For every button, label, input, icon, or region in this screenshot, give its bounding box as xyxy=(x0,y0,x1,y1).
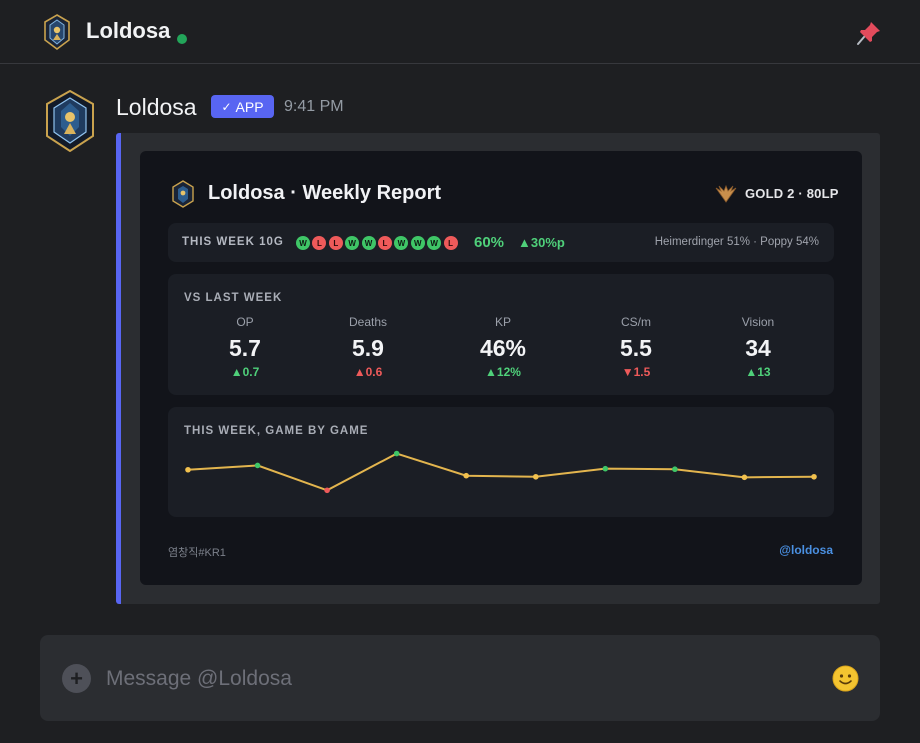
smiley-icon[interactable] xyxy=(832,665,859,692)
game-point-2 xyxy=(254,462,261,469)
handle-link[interactable]: @loldosa xyxy=(779,543,833,557)
online-status-dot xyxy=(177,34,187,44)
this-week-label: THIS WEEK 10G xyxy=(182,236,284,248)
stat-delta: ▲0.6 xyxy=(353,365,383,379)
game-point-10 xyxy=(811,473,817,480)
match-result-4: W xyxy=(345,236,360,250)
app-badge: ✓ APP xyxy=(211,95,274,118)
gold-wings-icon xyxy=(715,184,737,203)
match-result-8: W xyxy=(410,236,425,250)
match-result-6: L xyxy=(377,236,392,250)
match-result-7: W xyxy=(394,236,409,250)
pin-icon[interactable] xyxy=(856,20,882,46)
game-by-game-chart xyxy=(185,450,817,494)
stat-label: KP xyxy=(494,315,511,329)
match-result-3: L xyxy=(328,236,343,250)
game-point-4 xyxy=(393,450,400,457)
winrate-delta: ▲30%p xyxy=(518,235,565,250)
mage-emblem-icon[interactable] xyxy=(42,14,72,50)
game-point-9 xyxy=(741,474,748,481)
vs-last-week-panel xyxy=(168,274,834,395)
top-champions: Heimerdinger 51% · Poppy 54% xyxy=(654,236,819,248)
message-input[interactable] xyxy=(106,664,806,694)
mage-emblem-icon xyxy=(172,180,194,208)
match-result-10: L xyxy=(443,236,458,250)
stat-delta: ▼1.5 xyxy=(621,365,651,379)
stat-delta: ▲12% xyxy=(485,365,521,379)
stat-label: CS/m xyxy=(621,315,651,329)
this-week-summary xyxy=(168,223,834,262)
match-result-9: W xyxy=(427,236,442,250)
message-timestamp: 9:41 PM xyxy=(284,98,344,115)
stat-value: 5.9 xyxy=(352,335,384,361)
game-point-6 xyxy=(532,473,539,480)
plus-icon[interactable]: + xyxy=(62,664,91,693)
stat-deaths: Deaths 5.9 ▲0.6 xyxy=(308,315,428,379)
stat-value: 34 xyxy=(745,335,771,361)
channel-header: Loldosa xyxy=(0,0,920,64)
checkmark-icon: ✓ xyxy=(221,99,232,114)
match-result-5: W xyxy=(361,236,376,250)
game-point-1 xyxy=(185,466,191,473)
game-by-game-label: THIS WEEK, GAME BY GAME xyxy=(184,425,369,437)
game-series-line xyxy=(187,452,815,492)
stat-label: OP xyxy=(236,315,254,329)
author-avatar[interactable] xyxy=(44,90,96,152)
match-result-2: L xyxy=(312,236,327,250)
match-result-1: W xyxy=(296,236,310,250)
stat-delta: ▲13 xyxy=(745,365,771,379)
rank-label: GOLD 2 · 80LP xyxy=(745,186,839,201)
stat-label: Deaths xyxy=(348,315,388,329)
stat-value: 5.7 xyxy=(229,335,261,361)
message-author[interactable]: Loldosa xyxy=(116,94,197,120)
game-by-game-panel xyxy=(168,407,834,517)
stat-vision: Vision 34 ▲13 xyxy=(698,315,818,379)
stat-value: 5.5 xyxy=(620,335,652,361)
game-point-7 xyxy=(602,465,609,472)
vs-last-week-label: VS LAST WEEK xyxy=(184,292,283,304)
stat-label: Vision xyxy=(741,315,775,329)
stat-delta: ▲0.7 xyxy=(230,365,260,379)
game-point-3 xyxy=(324,487,330,494)
channel-title: Loldosa xyxy=(86,18,171,43)
stat-value: 46% xyxy=(479,335,527,361)
game-point-8 xyxy=(672,466,678,473)
stat-op: OP 5.7 ▲0.7 xyxy=(185,315,305,379)
stat-csm: CS/m 5.5 ▼1.5 xyxy=(576,315,696,379)
report-title: Loldosa · Weekly Report xyxy=(208,182,442,204)
riot-id: 염창직#KR1 xyxy=(168,547,226,559)
stat-kp: KP 46% ▲12% xyxy=(443,315,563,379)
winrate-value: 60% xyxy=(474,234,505,251)
game-point-5 xyxy=(463,472,470,479)
